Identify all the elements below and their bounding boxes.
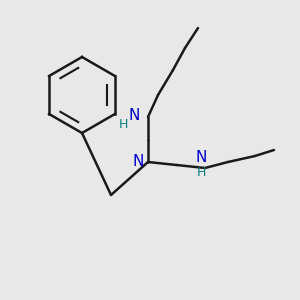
Text: H: H <box>118 118 128 131</box>
Text: N: N <box>132 154 144 169</box>
Text: H: H <box>196 167 206 179</box>
Text: N: N <box>195 151 207 166</box>
Text: N: N <box>128 107 140 122</box>
